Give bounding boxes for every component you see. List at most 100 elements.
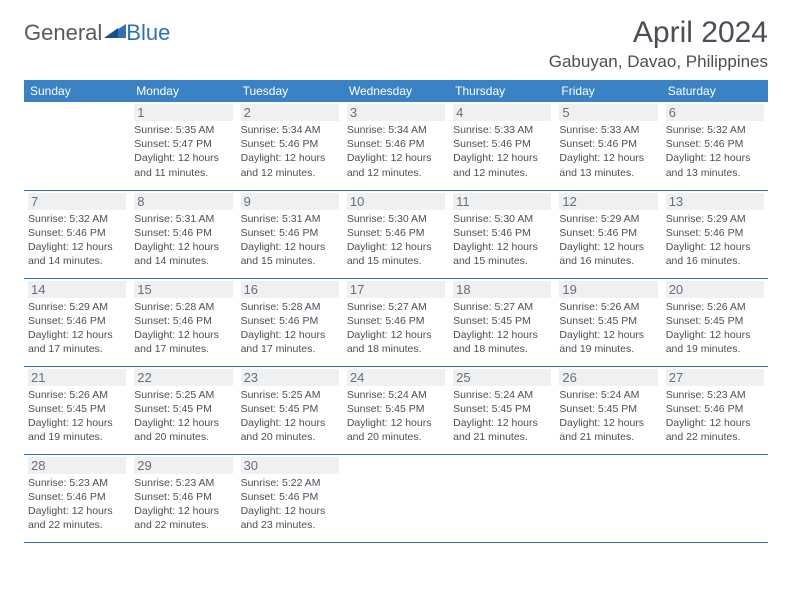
day-details: Sunrise: 5:24 AMSunset: 5:45 PMDaylight:… (347, 388, 445, 445)
calendar-cell (555, 454, 661, 542)
day-number: 29 (134, 457, 232, 474)
calendar-cell: 14Sunrise: 5:29 AMSunset: 5:46 PMDayligh… (24, 278, 130, 366)
day-number: 17 (347, 281, 445, 298)
calendar-cell: 22 Sunrise: 5:25 AMSunset: 5:45 PMDayligh… (130, 366, 236, 454)
day-number: 9 (241, 193, 339, 210)
logo-text-blue: Blue (126, 20, 170, 46)
day-details: Sunrise: 5:26 AMSunset: 5:45 PMDaylight:… (28, 388, 126, 445)
calendar-cell (449, 454, 555, 542)
day-number: 25 (453, 369, 551, 386)
day-number: 21 (28, 369, 126, 386)
calendar-cell: 27 Sunrise: 5:23 AMSunset: 5:46 PMDayligh… (662, 366, 768, 454)
day-details: Sunrise: 5:29 AMSunset: 5:46 PMDaylight:… (28, 300, 126, 357)
day-details: Sunrise: 5:31 AMSunset: 5:46 PMDaylight:… (241, 212, 339, 269)
day-number: 6 (666, 104, 764, 121)
day-number: 11 (453, 193, 551, 210)
day-details: Sunrise: 5:23 AMSunset: 5:46 PMDaylight:… (134, 476, 232, 533)
weekday-header: Tuesday (237, 80, 343, 102)
weekday-header: Wednesday (343, 80, 449, 102)
day-number: 16 (241, 281, 339, 298)
weekday-header: Sunday (24, 80, 130, 102)
day-details: Sunrise: 5:28 AMSunset: 5:46 PMDaylight:… (134, 300, 232, 357)
day-details: Sunrise: 5:34 AMSunset: 5:46 PMDaylight:… (347, 123, 445, 180)
calendar-cell: 21 Sunrise: 5:26 AMSunset: 5:45 PMDayligh… (24, 366, 130, 454)
day-details: Sunrise: 5:32 AMSunset: 5:46 PMDaylight:… (28, 212, 126, 269)
calendar-cell: 18Sunrise: 5:27 AMSunset: 5:45 PMDayligh… (449, 278, 555, 366)
day-details: Sunrise: 5:24 AMSunset: 5:45 PMDaylight:… (453, 388, 551, 445)
day-number: 24 (347, 369, 445, 386)
calendar-cell (343, 454, 449, 542)
day-number: 22 (134, 369, 232, 386)
calendar-table: Sunday Monday Tuesday Wednesday Thursday… (24, 80, 768, 543)
calendar-row: 14Sunrise: 5:29 AMSunset: 5:46 PMDayligh… (24, 278, 768, 366)
weekday-header: Saturday (662, 80, 768, 102)
calendar-cell: 6 Sunrise: 5:32 AMSunset: 5:46 PMDaylight… (662, 102, 768, 190)
day-number: 3 (347, 104, 445, 121)
day-details: Sunrise: 5:27 AMSunset: 5:46 PMDaylight:… (347, 300, 445, 357)
day-number: 10 (347, 193, 445, 210)
day-details: Sunrise: 5:23 AMSunset: 5:46 PMDaylight:… (666, 388, 764, 445)
calendar-cell: 12 Sunrise: 5:29 AMSunset: 5:46 PMDayligh… (555, 190, 661, 278)
day-details: Sunrise: 5:25 AMSunset: 5:45 PMDaylight:… (241, 388, 339, 445)
day-details: Sunrise: 5:34 AMSunset: 5:46 PMDaylight:… (241, 123, 339, 180)
calendar-cell: 28Sunrise: 5:23 AMSunset: 5:46 PMDayligh… (24, 454, 130, 542)
calendar-cell: 2 Sunrise: 5:34 AMSunset: 5:46 PMDaylight… (237, 102, 343, 190)
day-details: Sunrise: 5:25 AMSunset: 5:45 PMDaylight:… (134, 388, 232, 445)
day-number: 15 (134, 281, 232, 298)
calendar-cell: 23 Sunrise: 5:25 AMSunset: 5:45 PMDayligh… (237, 366, 343, 454)
day-details: Sunrise: 5:30 AMSunset: 5:46 PMDaylight:… (347, 212, 445, 269)
calendar-cell: 24 Sunrise: 5:24 AMSunset: 5:45 PMDayligh… (343, 366, 449, 454)
day-number: 30 (241, 457, 339, 474)
calendar-cell: 11 Sunrise: 5:30 AMSunset: 5:46 PMDayligh… (449, 190, 555, 278)
day-number: 28 (28, 457, 126, 474)
day-number: 19 (559, 281, 657, 298)
calendar-row: 1Sunrise: 5:35 AMSunset: 5:47 PMDaylight… (24, 102, 768, 190)
day-number: 27 (666, 369, 764, 386)
day-number: 18 (453, 281, 551, 298)
calendar-cell: 8Sunrise: 5:31 AMSunset: 5:46 PMDaylight… (130, 190, 236, 278)
calendar-cell: 16Sunrise: 5:28 AMSunset: 5:46 PMDayligh… (237, 278, 343, 366)
day-number: 1 (134, 104, 232, 121)
calendar-cell: 9 Sunrise: 5:31 AMSunset: 5:46 PMDaylight… (237, 190, 343, 278)
day-number: 23 (241, 369, 339, 386)
day-details: Sunrise: 5:33 AMSunset: 5:46 PMDaylight:… (453, 123, 551, 180)
calendar-cell: 30 Sunrise: 5:22 AMSunset: 5:46 PMDayligh… (237, 454, 343, 542)
day-details: Sunrise: 5:30 AMSunset: 5:46 PMDaylight:… (453, 212, 551, 269)
day-details: Sunrise: 5:29 AMSunset: 5:46 PMDaylight:… (666, 212, 764, 269)
day-details: Sunrise: 5:32 AMSunset: 5:46 PMDaylight:… (666, 123, 764, 180)
calendar-cell: 4 Sunrise: 5:33 AMSunset: 5:46 PMDaylight… (449, 102, 555, 190)
day-number: 2 (241, 104, 339, 121)
calendar-cell: 7 Sunrise: 5:32 AMSunset: 5:46 PMDaylight… (24, 190, 130, 278)
day-number: 7 (28, 193, 126, 210)
weekday-header: Thursday (449, 80, 555, 102)
logo-text-general: General (24, 20, 102, 46)
calendar-cell: 19 Sunrise: 5:26 AMSunset: 5:45 PMDayligh… (555, 278, 661, 366)
calendar-row: 28 Sunrise: 5:23 AMSunset: 5:46 PMDayligh… (24, 454, 768, 542)
calendar-cell (662, 454, 768, 542)
day-number: 4 (453, 104, 551, 121)
calendar-body: 1Sunrise: 5:35 AMSunset: 5:47 PMDaylight… (24, 102, 768, 542)
day-number: 12 (559, 193, 657, 210)
title-block: April 2024 Gabuyan, Davao, Philippines (549, 16, 768, 72)
calendar-cell: 25 Sunrise: 5:24 AMSunset: 5:45 PMDayligh… (449, 366, 555, 454)
weekday-header: Monday (130, 80, 236, 102)
calendar-cell (24, 102, 130, 190)
calendar-cell: 5Sunrise: 5:33 AMSunset: 5:46 PMDaylight… (555, 102, 661, 190)
calendar-cell: 26Sunrise: 5:24 AMSunset: 5:45 PMDayligh… (555, 366, 661, 454)
day-number: 13 (666, 193, 764, 210)
logo: General Blue (24, 16, 170, 46)
logo-triangle-icon (104, 22, 126, 45)
month-title: April 2024 (549, 16, 768, 50)
calendar-row: 7 Sunrise: 5:32 AMSunset: 5:46 PMDaylight… (24, 190, 768, 278)
weekday-header-row: Sunday Monday Tuesday Wednesday Thursday… (24, 80, 768, 102)
day-number: 26 (559, 369, 657, 386)
location: Gabuyan, Davao, Philippines (549, 52, 768, 72)
day-number: 8 (134, 193, 232, 210)
calendar-page: General Blue April 2024 Gabuyan, Davao, … (0, 0, 792, 543)
day-details: Sunrise: 5:22 AMSunset: 5:46 PMDaylight:… (241, 476, 339, 533)
calendar-cell: 10 Sunrise: 5:30 AMSunset: 5:46 PMDayligh… (343, 190, 449, 278)
day-details: Sunrise: 5:29 AMSunset: 5:46 PMDaylight:… (559, 212, 657, 269)
day-details: Sunrise: 5:26 AMSunset: 5:45 PMDaylight:… (559, 300, 657, 357)
calendar-cell: 20Sunrise: 5:26 AMSunset: 5:45 PMDayligh… (662, 278, 768, 366)
calendar-cell: 13 Sunrise: 5:29 AMSunset: 5:46 PMDayligh… (662, 190, 768, 278)
